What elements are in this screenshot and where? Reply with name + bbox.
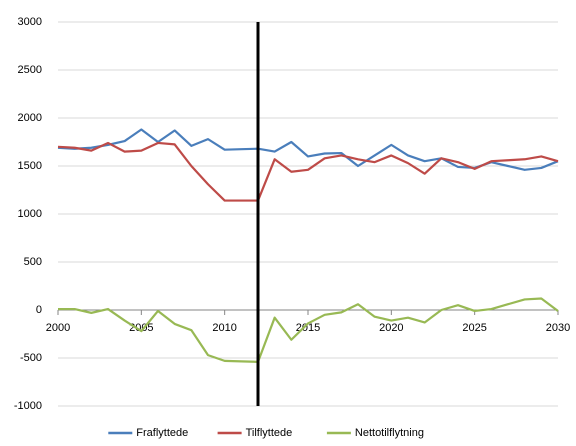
y-tick-label: 500 [24, 256, 42, 268]
y-tick-label: -500 [20, 352, 42, 364]
y-tick-label: 1000 [18, 208, 42, 220]
series-line [58, 297, 559, 363]
y-tick-label: 3000 [18, 16, 42, 28]
series-line [57, 141, 559, 202]
y-tick-label: 2000 [18, 112, 42, 124]
legend-label: Nettotilflytning [355, 427, 424, 439]
x-tick-label: 2020 [379, 322, 403, 334]
y-tick-label: 0 [36, 304, 42, 316]
legend-label: Tilflyttede [246, 427, 293, 439]
legend-label: Fraflyttede [136, 427, 188, 439]
series-line [57, 128, 559, 171]
y-tick-label: -1000 [14, 400, 42, 412]
y-tick-label: 2500 [18, 64, 42, 76]
x-tick-label: 2030 [546, 322, 570, 334]
x-tick-label: 2025 [462, 322, 486, 334]
x-tick-label: 2000 [46, 322, 70, 334]
x-tick-label: 2010 [212, 322, 236, 334]
y-tick-label: 1500 [18, 160, 42, 172]
